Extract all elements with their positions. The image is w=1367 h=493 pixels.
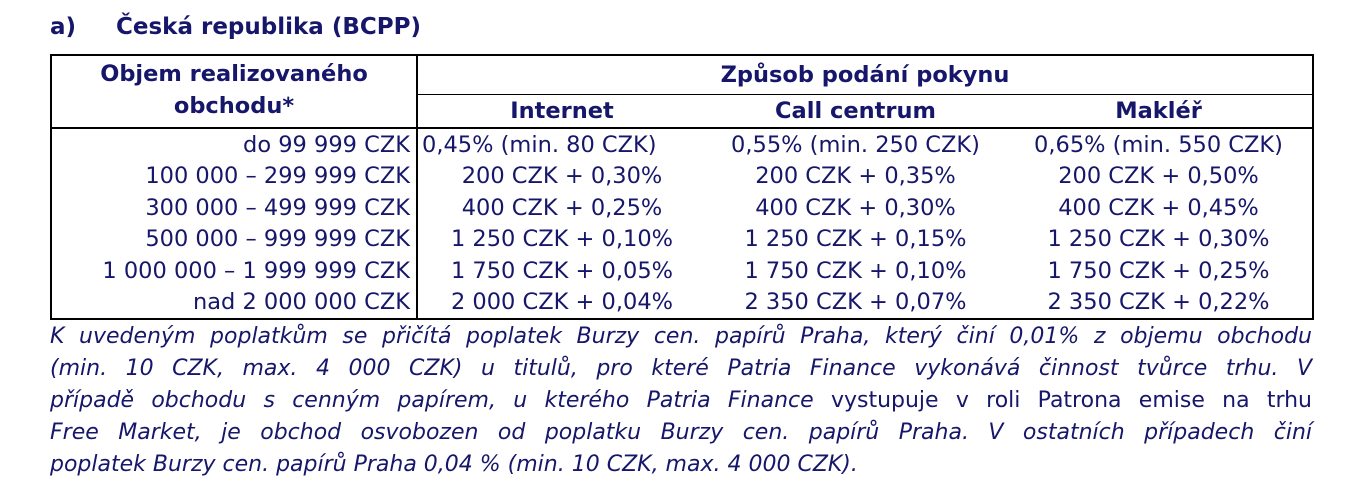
volume-cell: 300 000 – 499 999 CZK bbox=[50, 192, 418, 224]
volume-cell: do 99 999 CZK bbox=[50, 128, 418, 161]
note-line: (min. 10 CZK, max. 4 000 CZK) u titulů, … bbox=[50, 356, 1312, 381]
note-emphasis: vystupuje v roli Patrona emise na trhu bbox=[830, 388, 1313, 413]
makler-fee-cell: 200 CZK + 0,50% bbox=[1005, 160, 1315, 192]
internet-fee-cell: 1 750 CZK + 0,05% bbox=[450, 257, 674, 284]
section-letter: a) bbox=[50, 14, 77, 40]
volume-cell: 100 000 – 299 999 CZK bbox=[50, 160, 418, 192]
table-row: 1 000 000 – 1 999 999 CZK 1 750 CZK + 0,… bbox=[50, 255, 1315, 287]
note-line: K uvedeným poplatkům se přičítá poplatek… bbox=[50, 324, 1312, 349]
volume-cell: nad 2 000 000 CZK bbox=[50, 286, 418, 320]
volume-header: Objem realizovaného obchodu* bbox=[50, 54, 418, 129]
channel-header-makler: Makléř bbox=[1005, 94, 1315, 129]
makler-fee-cell: 1 750 CZK + 0,25% bbox=[1005, 255, 1315, 287]
call-centrum-fee-cell: 1 250 CZK + 0,15% bbox=[744, 226, 967, 253]
internet-fee-cell: 0,45% (min. 80 CZK) bbox=[422, 131, 657, 158]
makler-fee-cell: 400 CZK + 0,45% bbox=[1005, 192, 1315, 224]
call-centrum-fee-cell: 1 750 CZK + 0,10% bbox=[744, 257, 967, 284]
volume-header-label: Objem realizovaného obchodu* bbox=[100, 61, 368, 119]
makler-fee-cell: 2 350 CZK + 0,22% bbox=[1005, 286, 1315, 320]
internet-fee-cell: 400 CZK + 0,25% bbox=[461, 194, 663, 221]
note-line: Free Market, je obchod osvobozen od popl… bbox=[50, 420, 1312, 445]
note-line-text: případě obchodu s cenným papírem, u kter… bbox=[50, 388, 831, 413]
internet-fee-cell: 200 CZK + 0,30% bbox=[461, 163, 663, 190]
table-row: 100 000 – 299 999 CZK 200 CZK + 0,30% 20… bbox=[50, 160, 1315, 192]
makler-fee-cell: 0,65% (min. 550 CZK) bbox=[1005, 128, 1315, 161]
note-line: poplatek Burzy cen. papírů Praha 0,04 % … bbox=[50, 452, 858, 477]
internet-fee-cell: 2 000 CZK + 0,04% bbox=[417, 286, 706, 320]
call-centrum-fee-cell: 400 CZK + 0,30% bbox=[755, 194, 956, 221]
internet-fee-cell: 1 250 CZK + 0,10% bbox=[450, 226, 674, 253]
table-row: nad 2 000 000 CZK 2 000 CZK + 0,04% 2 35… bbox=[50, 286, 1315, 320]
section-title: Česká republika (BCPP) bbox=[116, 14, 421, 40]
table-row: 500 000 – 999 999 CZK 1 250 CZK + 0,10% … bbox=[50, 223, 1315, 255]
table-row: 300 000 – 499 999 CZK 400 CZK + 0,25% 40… bbox=[50, 192, 1315, 224]
makler-fee-cell: 1 250 CZK + 0,30% bbox=[1005, 223, 1315, 255]
note-line-with-emphasis: případě obchodu s cenným papírem, u kter… bbox=[50, 385, 1312, 417]
call-centrum-fee-cell: 0,55% (min. 250 CZK) bbox=[731, 131, 980, 158]
fee-table: Objem realizovaného obchodu* Způsob podá… bbox=[50, 54, 1315, 320]
table-row: do 99 999 CZK 0,45% (min. 80 CZK) 0,55% … bbox=[50, 128, 1315, 161]
call-centrum-fee-cell: 2 350 CZK + 0,07% bbox=[706, 286, 1005, 320]
volume-cell: 500 000 – 999 999 CZK bbox=[50, 223, 418, 255]
channel-header-internet: Internet bbox=[417, 94, 706, 129]
volume-cell: 1 000 000 – 1 999 999 CZK bbox=[50, 255, 418, 287]
section-heading: a) Česká republika (BCPP) bbox=[50, 14, 421, 40]
channel-header-call-centrum: Call centrum bbox=[706, 94, 1005, 129]
method-header: Způsob podání pokynu bbox=[415, 54, 1315, 95]
call-centrum-fee-cell: 200 CZK + 0,35% bbox=[755, 163, 956, 190]
fee-note: K uvedeným poplatkům se přičítá poplatek… bbox=[50, 321, 1312, 481]
